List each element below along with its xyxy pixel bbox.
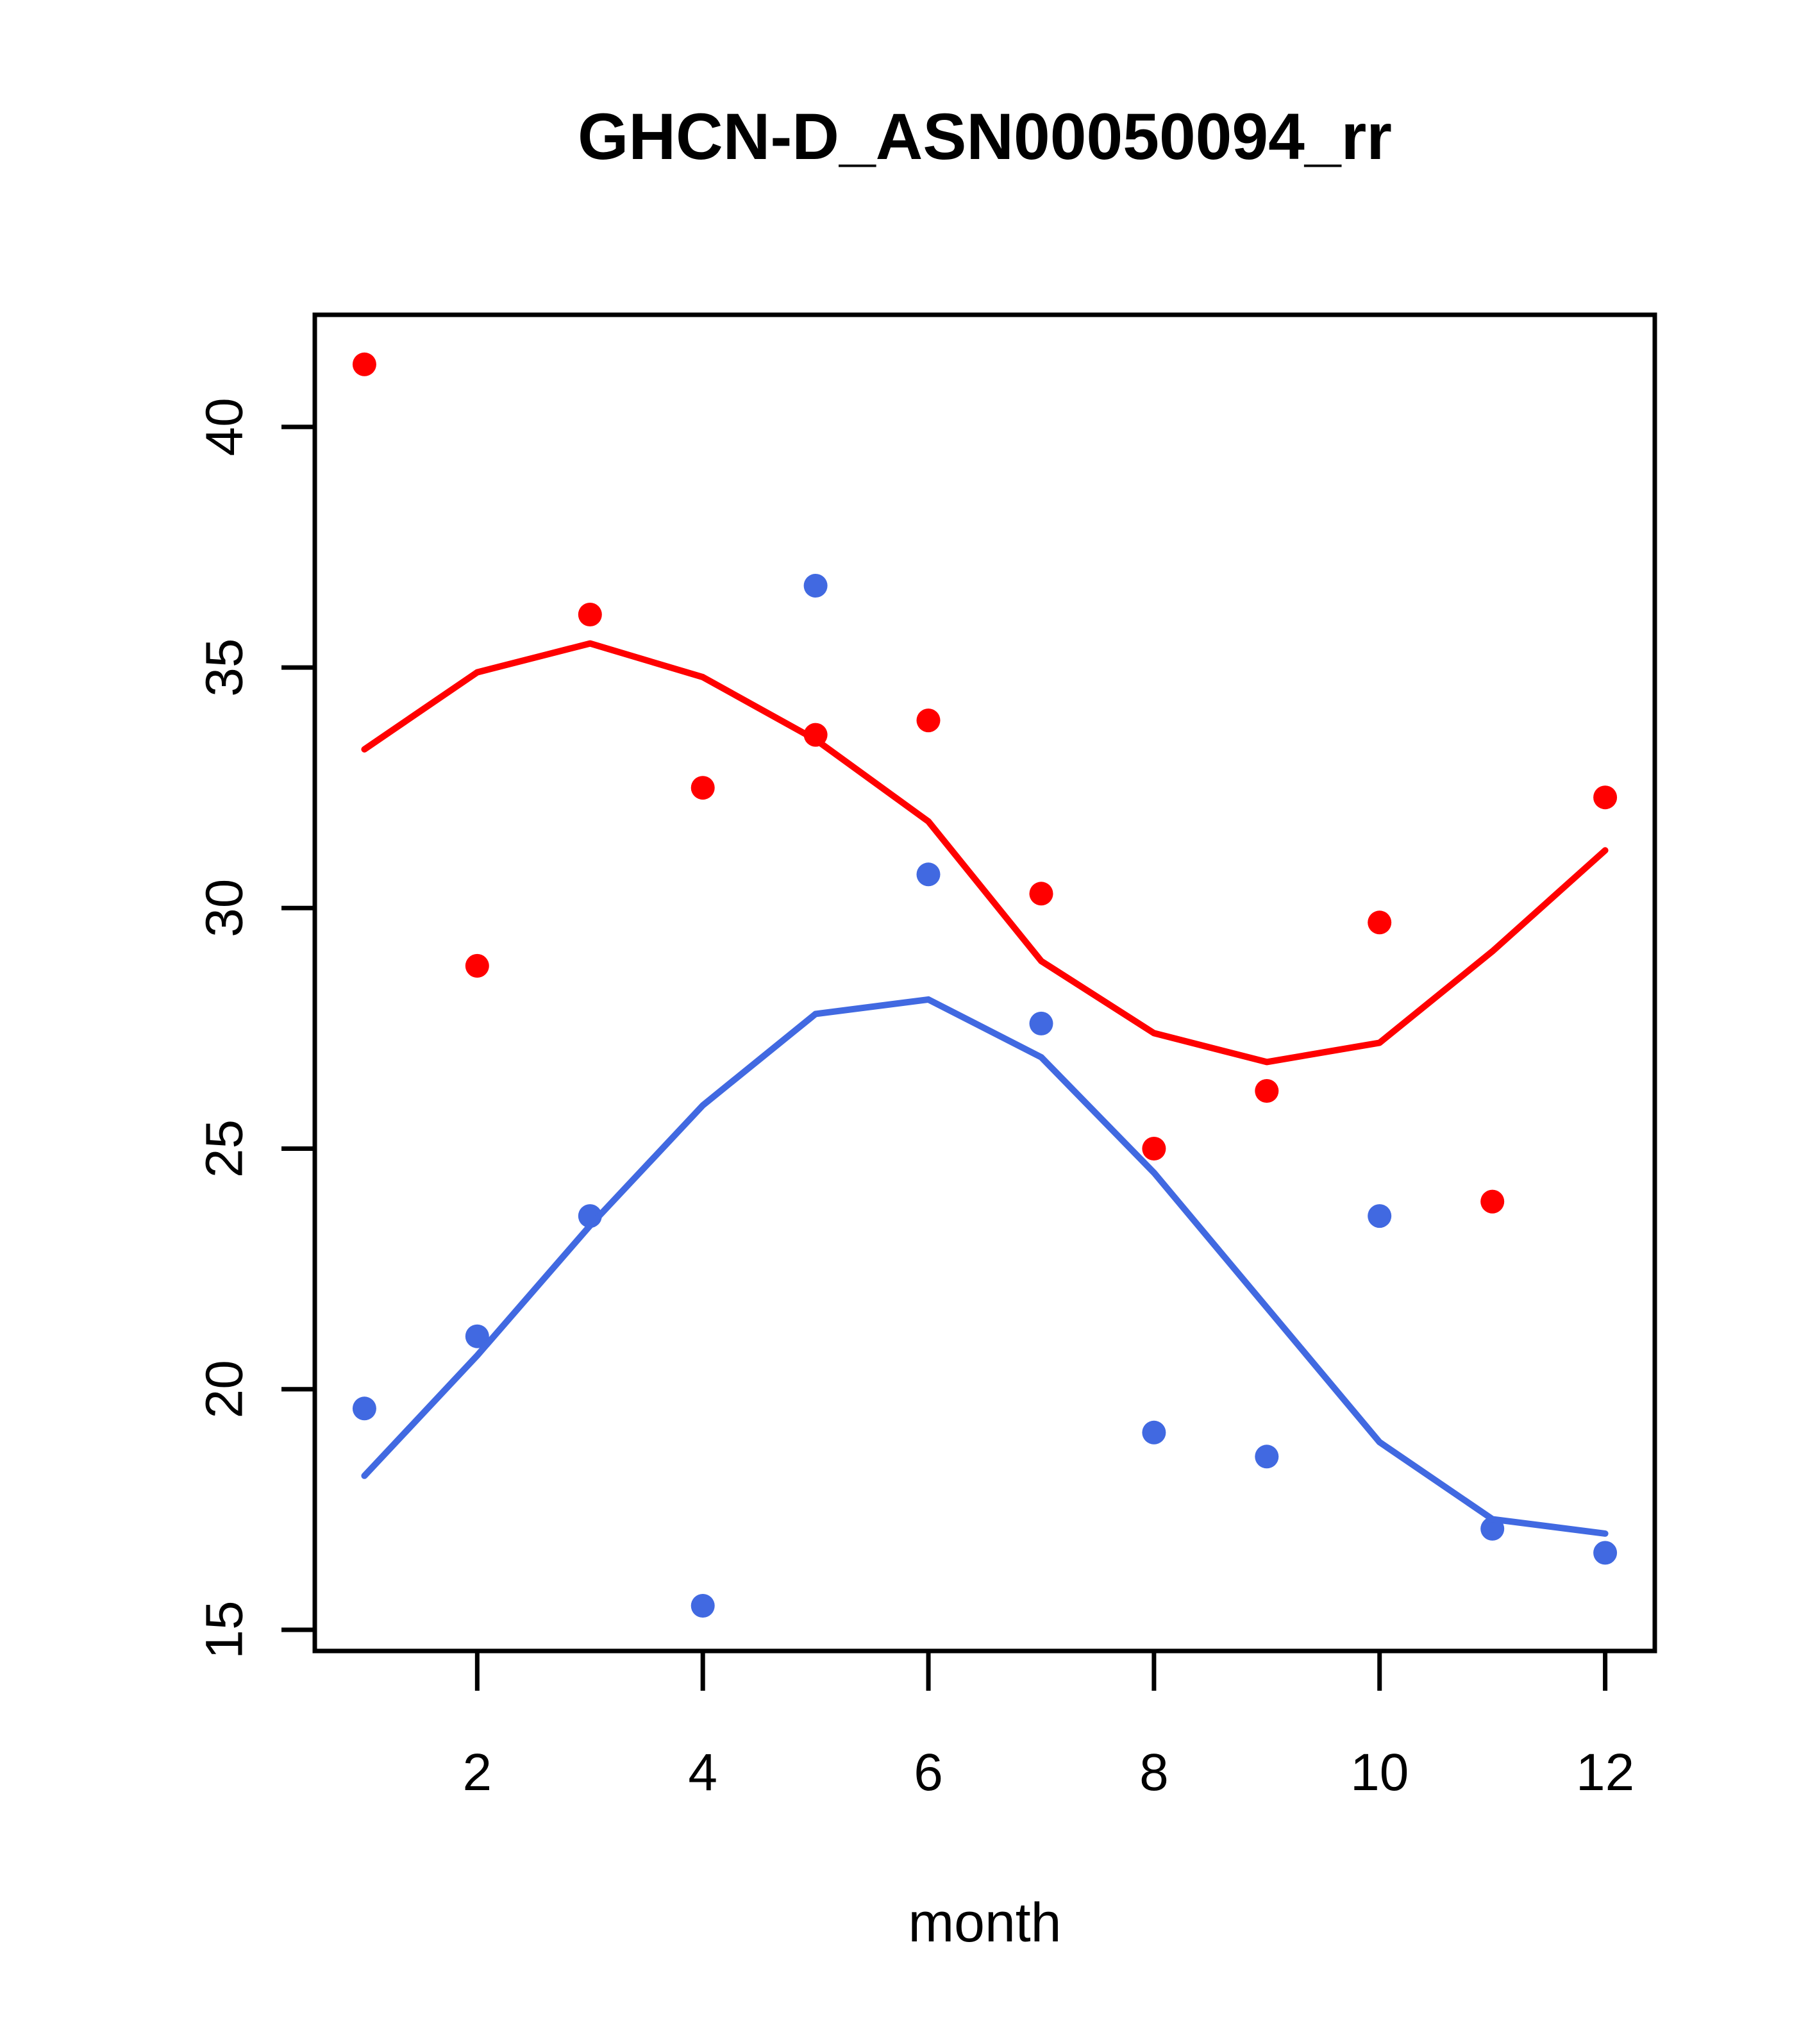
x-tick-label: 10: [1350, 1743, 1409, 1802]
blue-point: [1255, 1445, 1279, 1469]
red-point: [1029, 882, 1053, 906]
x-tick-label: 8: [1139, 1743, 1169, 1802]
y-tick-label: 40: [196, 398, 254, 456]
blue-lowess-line: [361, 996, 1609, 1537]
y-tick-label: 30: [196, 879, 254, 937]
red-point: [1142, 1137, 1166, 1160]
red-point: [916, 708, 941, 733]
red-point: [1593, 785, 1618, 810]
plot-box: [312, 312, 1657, 1654]
x-axis-label: month: [908, 1892, 1061, 1954]
y-tick-label: 15: [196, 1600, 254, 1659]
blue-point: [1142, 1420, 1166, 1445]
blue-point: [916, 862, 941, 887]
blue-point: [691, 1594, 715, 1618]
x-tick-label: 4: [688, 1743, 717, 1802]
red-point: [1480, 1189, 1505, 1214]
x-tick-label: 2: [463, 1743, 492, 1802]
red-point: [691, 776, 715, 800]
blue-point: [1029, 1011, 1053, 1035]
chart-title: GHCN-D_ASN00050094_rr: [578, 100, 1392, 173]
red-point: [1255, 1079, 1279, 1103]
blue-point: [1368, 1204, 1392, 1228]
blue-point: [352, 1396, 376, 1421]
red-point: [1368, 910, 1392, 935]
red-point: [352, 352, 376, 376]
blue-point: [1593, 1541, 1618, 1565]
red-point: [465, 953, 489, 978]
y-tick-label: 35: [196, 638, 254, 696]
y-tick-label: 20: [196, 1360, 254, 1418]
blue-point: [803, 574, 828, 598]
x-tick-label: 6: [914, 1743, 943, 1802]
x-tick-label: 12: [1576, 1743, 1634, 1802]
y-tick-label: 25: [196, 1119, 254, 1178]
red-lowess-line: [361, 640, 1609, 1066]
blue-point: [465, 1324, 489, 1348]
red-point: [578, 603, 602, 626]
